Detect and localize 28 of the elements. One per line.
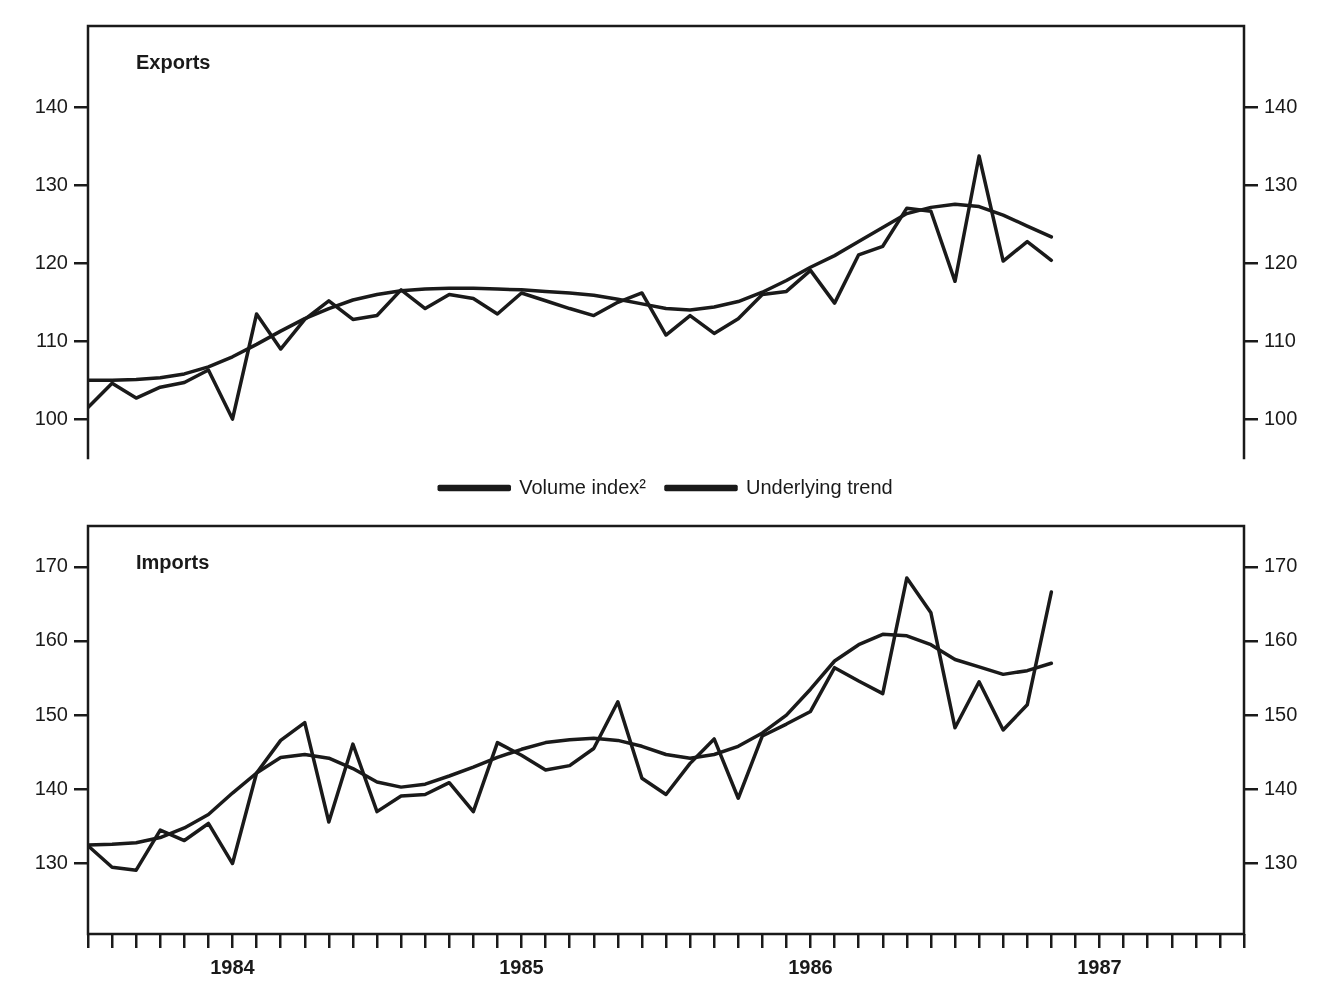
y2-tick-label: 140 — [1264, 95, 1298, 118]
y2-tick-label: 140 — [1264, 776, 1298, 799]
y-tick-label: 130 — [34, 851, 68, 874]
y2-tick-label: 170 — [1264, 554, 1298, 577]
y2-tick-label: 130 — [1264, 851, 1298, 874]
x-tick-label: 1986 — [788, 955, 833, 978]
text: Imports — [136, 551, 210, 573]
x-tick-label: 1985 — [499, 955, 544, 978]
y2-tick-label: 150 — [1264, 702, 1298, 725]
y2-tick-label: 100 — [1264, 406, 1298, 429]
y-tick-label: 110 — [36, 328, 68, 351]
y2-tick-label: 110 — [1264, 328, 1296, 351]
legend-label: Volume index² — [519, 475, 647, 498]
y-tick-label: 130 — [34, 173, 68, 196]
y-tick-label: 140 — [34, 95, 68, 118]
y-tick-label: 120 — [34, 250, 68, 273]
y-tick-label: 140 — [34, 776, 68, 799]
x-tick-label: 1987 — [1077, 955, 1122, 978]
text: Exports — [136, 51, 211, 73]
y2-tick-label: 130 — [1264, 173, 1298, 196]
y-tick-label: 100 — [34, 406, 68, 429]
y-tick-label: 170 — [34, 554, 68, 577]
legend-label: Underlying trend — [746, 475, 893, 498]
y2-tick-label: 160 — [1264, 628, 1298, 651]
y2-tick-label: 120 — [1264, 250, 1298, 273]
x-tick-label: 1984 — [210, 955, 256, 978]
y-tick-label: 160 — [34, 628, 68, 651]
y-tick-label: 150 — [34, 702, 68, 725]
